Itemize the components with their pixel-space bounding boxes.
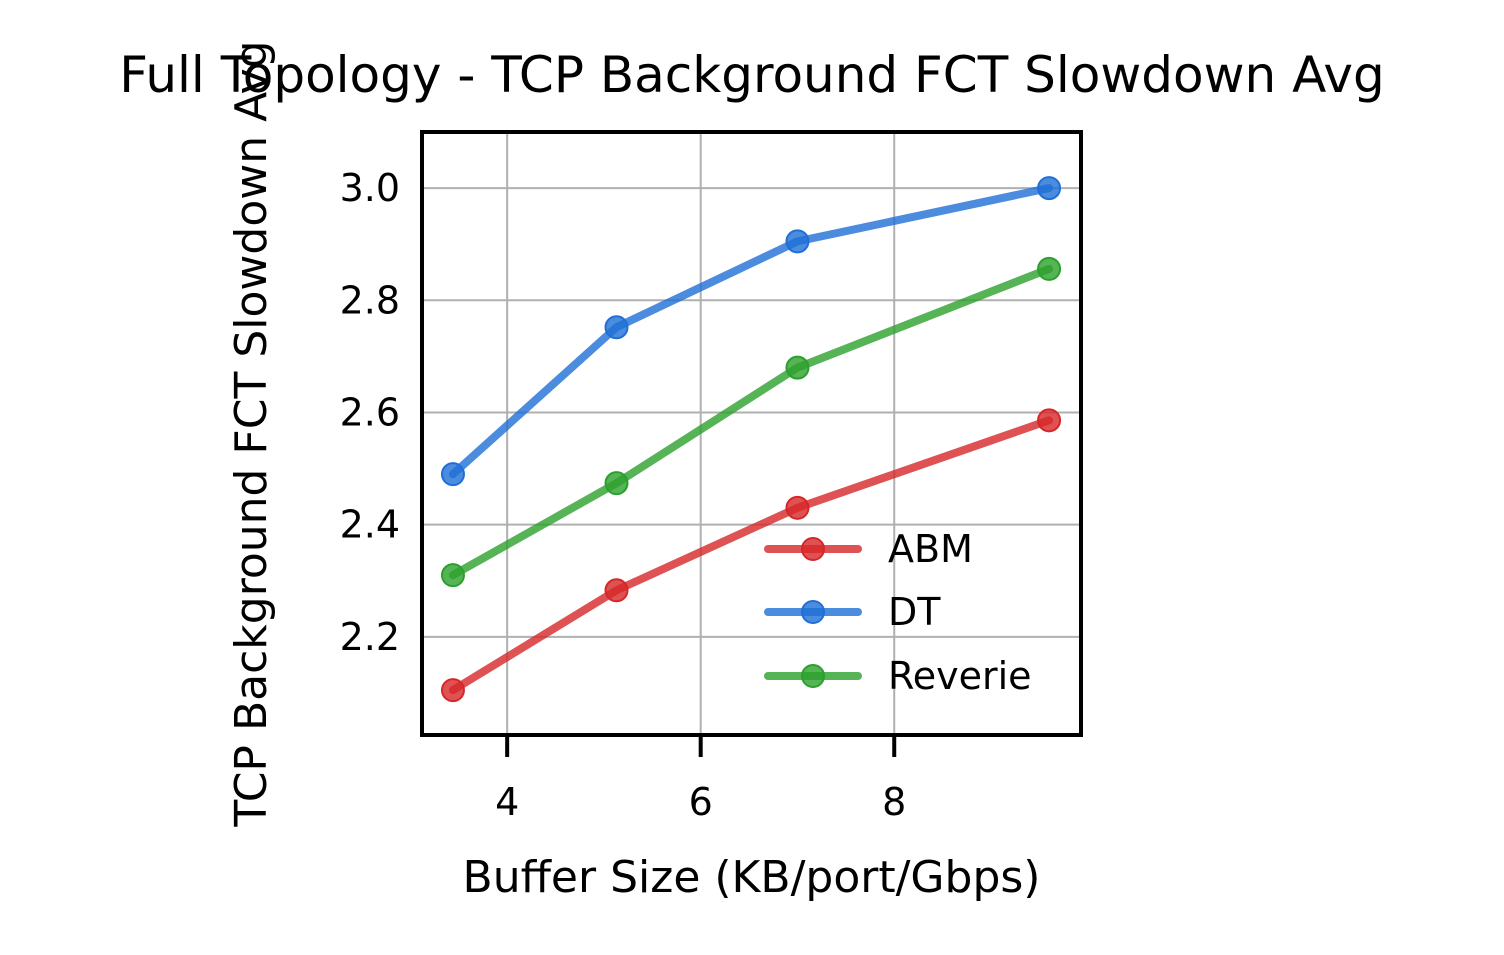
x-tick-label: 6: [689, 780, 713, 824]
chart-title: Full Topology - TCP Background FCT Slowd…: [119, 46, 1384, 104]
x-tick-label: 4: [495, 780, 519, 824]
legend: ABM DT Reverie: [764, 527, 1032, 698]
series-abm: [440, 408, 1062, 703]
x-tick-label: 8: [882, 780, 906, 824]
data-point-dt: [785, 229, 810, 254]
series-reverie: [440, 256, 1062, 588]
y-tick-label: 2.4: [340, 503, 400, 547]
data-point-reverie: [440, 563, 465, 588]
x-axis-label: Buffer Size (KB/port/Gbps): [463, 852, 1041, 903]
data-point-reverie: [604, 471, 629, 496]
series-line-dt: [448, 184, 1054, 479]
data-point-dt: [604, 315, 629, 340]
series-line-abm: [448, 416, 1054, 695]
y-tick-label: 2.6: [340, 390, 400, 434]
legend-marker: [801, 664, 825, 688]
data-point-abm: [440, 678, 465, 703]
series-dt: [440, 176, 1062, 487]
data-point-dt: [440, 462, 465, 487]
legend-item-abm: ABM: [764, 527, 973, 571]
data-point-reverie: [785, 355, 810, 380]
legend-label: Reverie: [888, 654, 1032, 698]
legend-label: DT: [888, 590, 941, 634]
data-point-abm: [785, 495, 810, 520]
y-tick-label: 2.8: [340, 278, 400, 322]
legend-marker: [801, 600, 825, 624]
series-group: [440, 176, 1062, 703]
series-line-reverie: [448, 264, 1054, 580]
legend-item-reverie: Reverie: [764, 654, 1032, 698]
data-point-abm: [1037, 408, 1062, 433]
axis-ticks: 4 6 8 2.2 2.4 2.6 2.8 3.0: [340, 166, 907, 824]
data-point-abm: [604, 578, 629, 603]
legend-marker: [801, 537, 825, 561]
y-tick-label: 3.0: [340, 166, 400, 210]
y-axis-label: TCP Background FCT Slowdown Avg: [226, 40, 277, 827]
y-tick-label: 2.2: [340, 615, 400, 659]
plot-frame: [420, 130, 1083, 737]
data-point-reverie: [1037, 256, 1062, 281]
data-point-dt: [1037, 176, 1062, 201]
legend-label: ABM: [888, 527, 973, 571]
legend-item-dt: DT: [764, 590, 941, 634]
